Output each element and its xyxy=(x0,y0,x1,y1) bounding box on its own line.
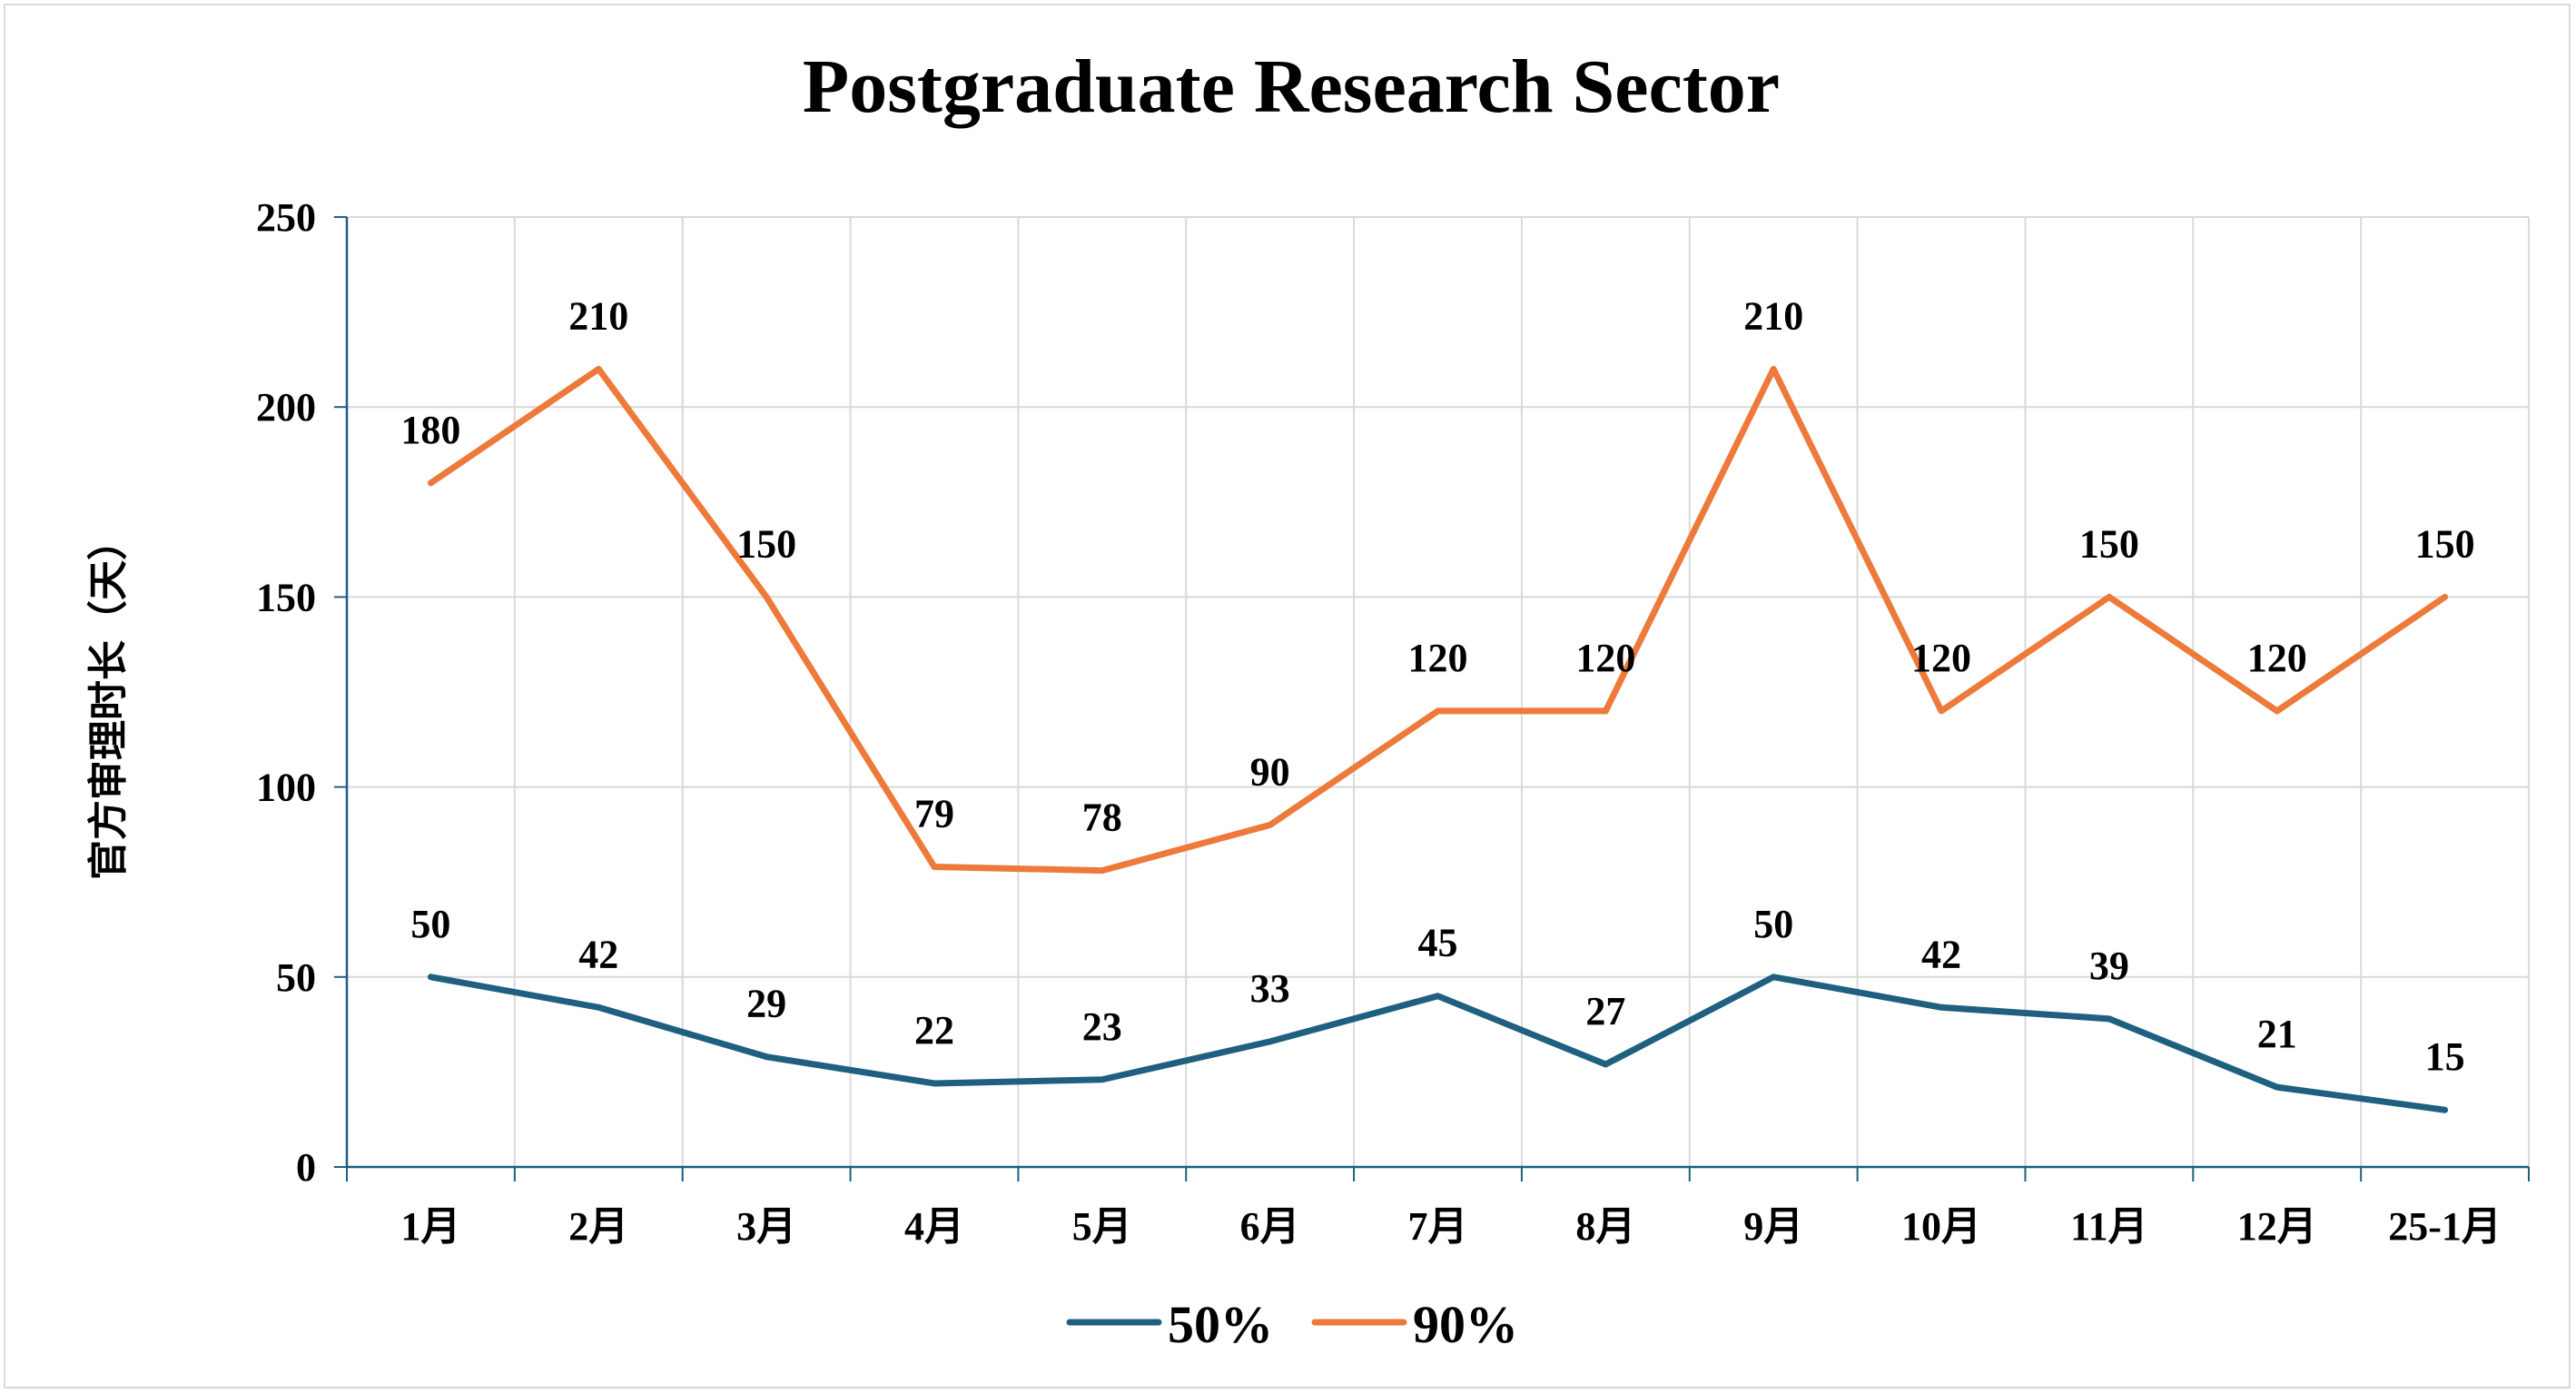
data-label: 42 xyxy=(1921,932,1961,976)
legend: 50% 90% xyxy=(1066,1295,1518,1354)
data-label: 33 xyxy=(1250,966,1290,1011)
data-label: 210 xyxy=(568,293,628,338)
data-label: 120 xyxy=(1911,636,1971,680)
data-label: 23 xyxy=(1082,1004,1122,1049)
y-tick-label: 0 xyxy=(296,1145,316,1190)
data-label: 42 xyxy=(578,932,618,976)
x-tick-label: 25-1月 xyxy=(2388,1204,2502,1249)
x-tick-label: 7月 xyxy=(1408,1204,1468,1249)
data-labels: 50 42 29 22 23 33 45 27 50 42 39 21 15 180 210 150 79 78 9… xyxy=(400,293,2474,1079)
data-label: 210 xyxy=(1743,293,1803,338)
line-chart: Postgraduate Research Sector 0 50 100 150 20… xyxy=(85,44,2530,1354)
x-tick-label: 10月 xyxy=(1901,1204,1981,1249)
data-label: 120 xyxy=(2247,636,2307,680)
y-tick-label: 100 xyxy=(256,766,316,810)
data-label: 50 xyxy=(1753,902,1793,946)
y-tick-label: 250 xyxy=(256,195,316,240)
x-tick-label: 5月 xyxy=(1072,1204,1132,1249)
x-tick-label: 6月 xyxy=(1240,1204,1300,1249)
chart-frame: Postgraduate Research Sector 0 50 100 150 20… xyxy=(4,4,2571,1389)
data-label: 150 xyxy=(2079,521,2139,566)
data-label: 29 xyxy=(746,982,786,1026)
series-line-p90 xyxy=(427,365,2449,875)
chart-title: Postgraduate Research Sector xyxy=(803,44,1780,129)
data-label: 27 xyxy=(1585,989,1625,1033)
data-label: 21 xyxy=(2257,1012,2297,1056)
x-tick-label: 4月 xyxy=(904,1204,964,1249)
data-label: 78 xyxy=(1082,796,1122,840)
x-tick-label: 12月 xyxy=(2237,1204,2317,1249)
y-tick-label: 200 xyxy=(256,385,316,430)
data-label: 150 xyxy=(736,521,796,566)
x-tick-label: 1月 xyxy=(400,1204,460,1249)
data-label: 50 xyxy=(410,902,450,946)
axes: 0 50 100 150 200 250 1月 2月 3月 4月 5月 6月 7月 8月 9月 10月 11月 1… xyxy=(256,195,2530,1249)
data-label: 39 xyxy=(2089,944,2129,988)
y-tick-label: 150 xyxy=(256,575,316,619)
data-label: 90 xyxy=(1250,749,1290,794)
y-axis-label: 官方审理时长（天） xyxy=(85,520,132,880)
legend-label: 50% xyxy=(1168,1295,1273,1354)
data-label: 22 xyxy=(914,1008,954,1053)
x-tick-label: 3月 xyxy=(736,1204,796,1249)
data-label: 15 xyxy=(2425,1034,2465,1079)
data-label: 120 xyxy=(1575,636,1635,680)
series-lines xyxy=(427,365,2449,1113)
data-label: 79 xyxy=(914,791,954,835)
legend-label: 90% xyxy=(1413,1295,1518,1354)
x-tick-label: 2月 xyxy=(568,1204,628,1249)
y-tick-label: 50 xyxy=(276,955,316,1000)
data-label: 120 xyxy=(1408,636,1468,680)
x-tick-label: 11月 xyxy=(2070,1204,2148,1249)
data-label: 180 xyxy=(400,408,460,452)
data-label: 45 xyxy=(1418,921,1458,965)
series-line-p50 xyxy=(427,974,2449,1113)
data-label: 150 xyxy=(2415,521,2475,566)
gridlines xyxy=(347,216,2530,1167)
x-tick-label: 9月 xyxy=(1743,1204,1803,1249)
x-tick-label: 8月 xyxy=(1575,1204,1635,1249)
